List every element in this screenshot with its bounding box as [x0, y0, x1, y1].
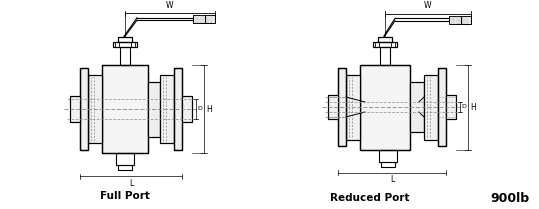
Bar — [160, 75, 174, 143]
Text: H: H — [206, 104, 212, 113]
Bar — [148, 82, 160, 136]
Bar — [102, 65, 148, 153]
Bar — [360, 65, 410, 149]
Bar — [379, 149, 397, 162]
Text: L: L — [390, 176, 394, 185]
Bar — [410, 82, 424, 132]
Bar — [182, 96, 192, 122]
Bar — [88, 75, 102, 143]
Bar — [118, 165, 132, 170]
Bar — [160, 75, 174, 143]
Bar — [148, 82, 160, 136]
Bar — [88, 75, 102, 143]
Bar — [115, 42, 119, 47]
Text: D: D — [197, 107, 202, 111]
Bar — [338, 68, 346, 146]
Bar — [328, 95, 338, 119]
Bar — [391, 42, 395, 46]
Text: L: L — [129, 179, 133, 188]
Bar — [113, 42, 137, 47]
Bar — [131, 42, 135, 47]
Text: W: W — [424, 1, 432, 10]
Bar — [328, 95, 338, 119]
Text: H: H — [470, 102, 476, 111]
Bar — [80, 68, 88, 150]
Bar — [102, 65, 148, 153]
Bar — [70, 96, 80, 122]
Bar — [438, 68, 446, 146]
Bar — [174, 68, 182, 150]
Bar — [373, 42, 397, 46]
Bar — [446, 95, 456, 119]
Bar — [70, 96, 80, 122]
Bar — [346, 74, 360, 139]
Bar — [360, 65, 410, 149]
Bar — [116, 153, 134, 165]
Text: Full Port: Full Port — [100, 191, 150, 201]
Bar — [338, 68, 346, 146]
Bar — [449, 15, 471, 23]
Bar — [380, 46, 390, 65]
Bar — [378, 37, 392, 42]
Bar — [446, 95, 456, 119]
Bar — [182, 96, 192, 122]
Bar — [120, 47, 130, 65]
Bar — [424, 74, 438, 139]
Bar — [118, 37, 132, 42]
Bar — [410, 82, 424, 132]
Text: 900lb: 900lb — [490, 191, 529, 204]
Bar — [381, 162, 395, 167]
Bar — [193, 15, 215, 23]
Text: W: W — [166, 1, 174, 10]
Text: D: D — [461, 104, 466, 110]
Bar — [438, 68, 446, 146]
Bar — [346, 74, 360, 139]
Bar — [424, 74, 438, 139]
Bar — [375, 42, 379, 46]
Text: Reduced Port: Reduced Port — [330, 193, 410, 203]
Bar — [174, 68, 182, 150]
Bar — [80, 68, 88, 150]
